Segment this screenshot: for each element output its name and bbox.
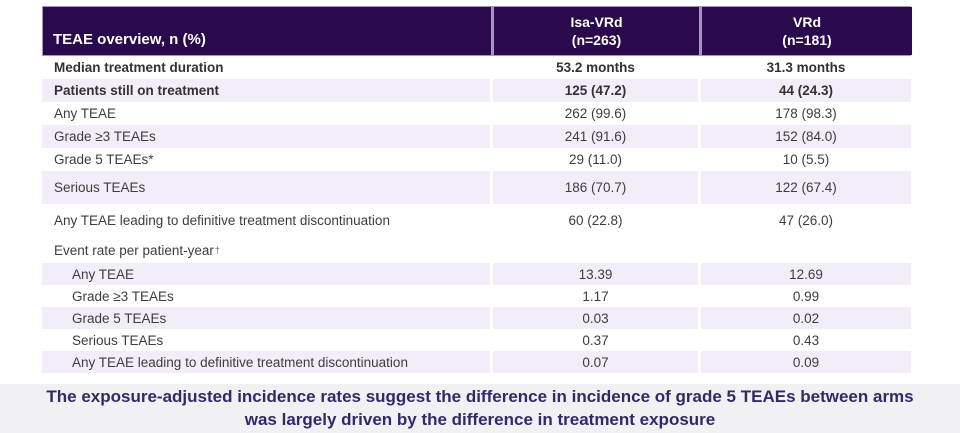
- row-label: Any TEAE leading to definitive treatment…: [42, 204, 490, 237]
- isa-value: 53.2 months: [493, 56, 698, 79]
- summary-banner-line-1: The exposure-adjusted incidence rates su…: [46, 387, 914, 407]
- row-label: Serious TEAEs: [42, 171, 490, 204]
- row-label: Patients still on treatment: [42, 79, 490, 102]
- vrd-value: [701, 237, 911, 263]
- isa-value: 0.37: [493, 329, 698, 351]
- row-label: Grade ≥3 TEAEs: [42, 285, 490, 307]
- table-row: Median treatment duration 53.2 months 31.3…: [42, 56, 911, 79]
- row-label: Grade 5 TEAEs: [42, 307, 490, 329]
- table-row: Grade 5 TEAEs 0.03 0.02: [42, 307, 911, 329]
- table-row: Event rate per patient-year †: [42, 237, 911, 263]
- row-label: Serious TEAEs: [42, 329, 490, 351]
- summary-banner-line-2: was largely driven by the difference in …: [244, 409, 716, 429]
- isa-value: 186 (70.7): [493, 171, 698, 204]
- row-label: Grade 5 TEAEs*: [42, 148, 490, 171]
- row-label: Grade ≥3 TEAEs: [42, 125, 490, 148]
- isa-value: 29 (11.0): [493, 148, 698, 171]
- col-header-isa-vrd: Isa-VRd (n=263): [494, 7, 699, 55]
- vrd-value: 178 (98.3): [701, 102, 911, 125]
- table-row: Grade 5 TEAEs* 29 (11.0) 10 (5.5): [42, 148, 911, 171]
- isa-value: 1.17: [493, 285, 698, 307]
- vrd-value: 47 (26.0): [701, 204, 911, 237]
- teae-overview-table: TEAE overview, n (%) Isa-VRd (n=263) VRd…: [42, 6, 912, 373]
- table-body: Median treatment duration 53.2 months 31.3…: [42, 56, 911, 373]
- vrd-value: 152 (84.0): [701, 125, 911, 148]
- table-header-row: TEAE overview, n (%) Isa-VRd (n=263) VRd…: [42, 6, 912, 56]
- row-label: Event rate per patient-year †: [42, 237, 490, 263]
- row-label: Any TEAE: [42, 102, 490, 125]
- isa-value: 60 (22.8): [493, 204, 698, 237]
- table-row: Any TEAE leading to definitive treatment…: [42, 204, 911, 237]
- vrd-value: 0.09: [701, 351, 911, 373]
- isa-value: 262 (99.6): [493, 102, 698, 125]
- table-row: Any TEAE 13.39 12.69: [42, 263, 911, 285]
- table-row: Any TEAE 262 (99.6) 178 (98.3): [42, 102, 911, 125]
- table-row: Grade ≥3 TEAEs 241 (91.6) 152 (84.0): [42, 125, 911, 148]
- row-label: Any TEAE leading to definitive treatment…: [42, 351, 490, 373]
- vrd-value: 44 (24.3): [701, 79, 911, 102]
- isa-value: 0.07: [493, 351, 698, 373]
- vrd-value: 0.99: [701, 285, 911, 307]
- vrd-value: 12.69: [701, 263, 911, 285]
- summary-banner: The exposure-adjusted incidence rates su…: [0, 384, 960, 433]
- col-header-isa-vrd-n: (n=263): [571, 32, 622, 48]
- vrd-value: 0.02: [701, 307, 911, 329]
- table-row: Any TEAE leading to definitive treatment…: [42, 351, 911, 373]
- isa-value: [493, 237, 698, 263]
- col-header-vrd: VRd (n=181): [702, 7, 912, 55]
- vrd-value: 122 (67.4): [701, 171, 911, 204]
- row-label: Median treatment duration: [42, 56, 490, 79]
- table-row: Serious TEAEs 0.37 0.43: [42, 329, 911, 351]
- table-title: TEAE overview, n (%): [43, 7, 491, 55]
- vrd-value: 10 (5.5): [701, 148, 911, 171]
- table-row: Patients still on treatment 125 (47.2) 44 …: [42, 79, 911, 102]
- isa-value: 0.03: [493, 307, 698, 329]
- vrd-value: 31.3 months: [701, 56, 911, 79]
- row-label: Any TEAE: [42, 263, 490, 285]
- col-header-isa-vrd-name: Isa-VRd: [570, 13, 623, 30]
- isa-value: 125 (47.2): [493, 79, 698, 102]
- vrd-value: 0.43: [701, 329, 911, 351]
- table-row: Grade ≥3 TEAEs 1.17 0.99: [42, 285, 911, 307]
- col-header-vrd-n: (n=181): [782, 32, 832, 48]
- isa-value: 241 (91.6): [493, 125, 698, 148]
- col-header-vrd-name: VRd: [793, 13, 821, 30]
- table-row: Serious TEAEs 186 (70.7) 122 (67.4): [42, 171, 911, 204]
- isa-value: 13.39: [493, 263, 698, 285]
